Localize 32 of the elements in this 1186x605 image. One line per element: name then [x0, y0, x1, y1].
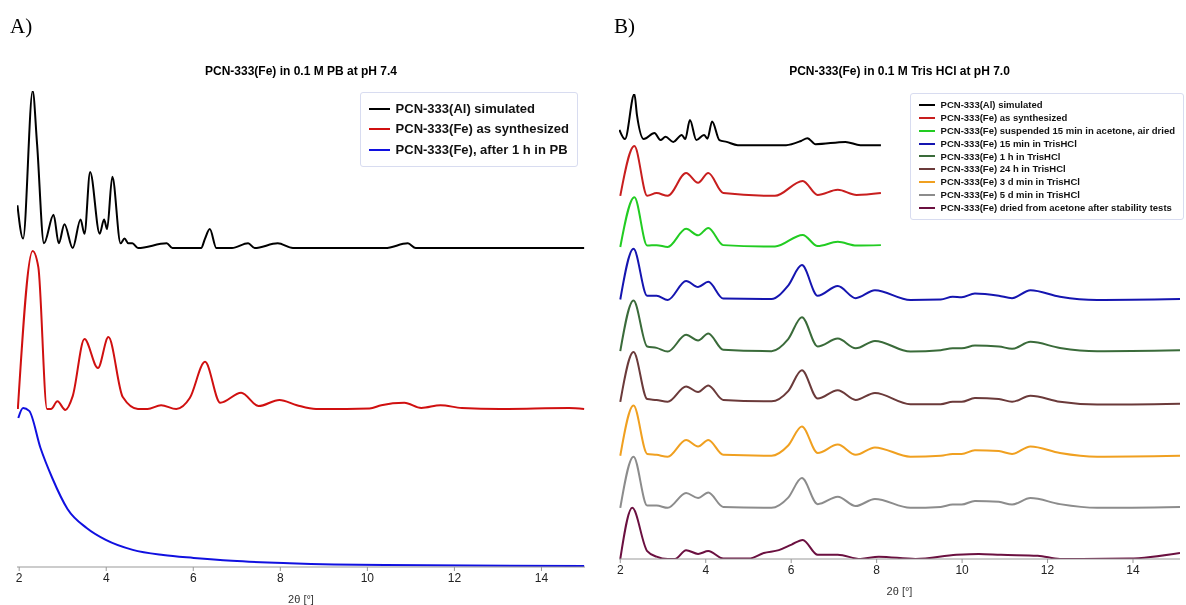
x-tick-label: 14: [534, 570, 549, 585]
chart-title: PCN-333(Fe) in 0.1 M PB at pH 7.4: [203, 64, 398, 78]
x-axis-title: 2θ [°]: [886, 585, 913, 597]
legend-label: PCN-333(Fe) 5 d min in TrisHCl: [940, 189, 1080, 201]
x-tick-label: 12: [1040, 562, 1055, 577]
x-tick-label: 8: [873, 562, 881, 577]
legend-label: PCN-333(Fe) as synthesized: [395, 121, 569, 138]
x-tick-label: 2: [15, 570, 23, 585]
legend-label: PCN-333(Fe) dried from acetone after stability tests: [940, 202, 1172, 214]
legend-label: PCN-333(Al) simulated: [940, 99, 1043, 111]
legend-label: PCN-333(Fe) suspended 15 min in acetone, air dried: [940, 124, 1175, 137]
legend-label: PCN-333(Fe) 3 d min in TrisHCl: [940, 176, 1080, 189]
legend-label: PCN-333(Al) simulated: [395, 101, 536, 118]
legend-label: PCN-333(Fe) as synthesized: [940, 111, 1068, 124]
x-tick-label: 6: [189, 570, 197, 585]
x-tick-label: 8: [276, 570, 284, 585]
x-tick-label: 2: [616, 562, 624, 577]
x-tick-label: 4: [702, 562, 710, 577]
x-tick-label: 12: [447, 570, 462, 585]
x-tick-label: 10: [360, 570, 375, 585]
text: A): [10, 14, 33, 39]
chart-title: PCN-333(Fe) in 0.1 M Tris HCl at pH 7.0: [788, 64, 1011, 78]
x-tick-label: 4: [102, 570, 110, 585]
legend-label: PCN-333(Fe) 24 h in TrisHCl: [940, 163, 1066, 176]
x-tick-label: 10: [955, 562, 970, 577]
x-tick-label: 14: [1126, 562, 1140, 577]
legend-label: PCN-333(Fe) 15 min in TrisHCl: [940, 137, 1077, 150]
legend-label: PCN-333(Fe) 1 h in TrisHCl: [940, 150, 1061, 163]
x-axis-title: 2θ [°]: [288, 593, 314, 605]
text: B): [614, 14, 635, 39]
x-tick-label: 6: [787, 562, 795, 577]
legend-label: PCN-333(Fe), after 1 h in PB: [395, 141, 568, 158]
